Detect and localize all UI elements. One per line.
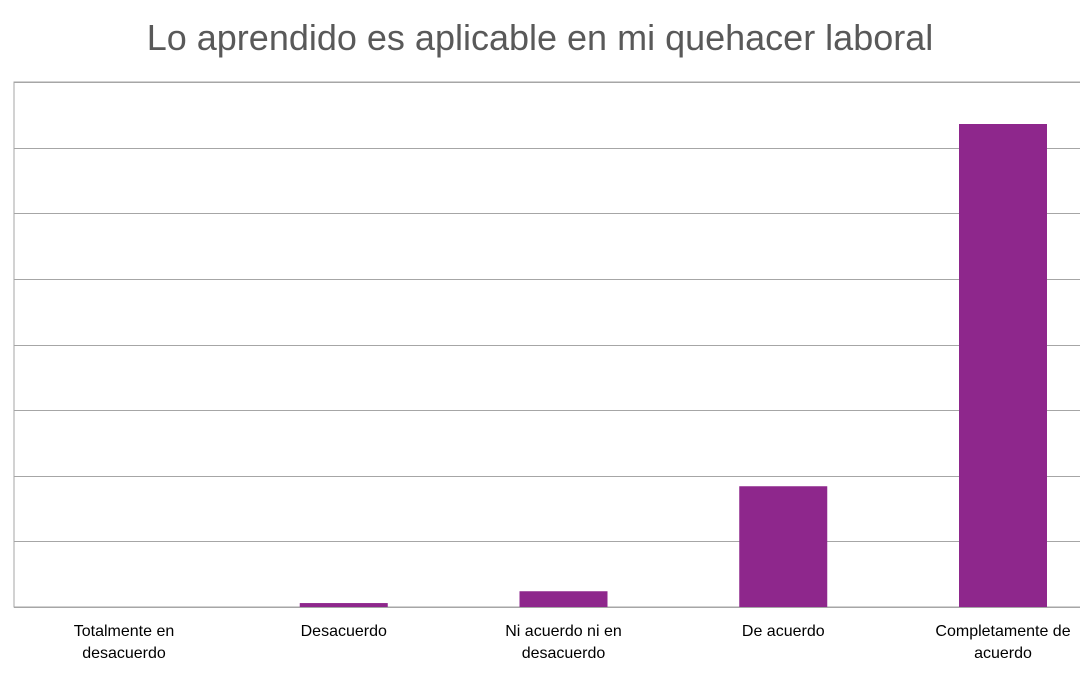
x-tick-label-line: desacuerdo (522, 645, 606, 662)
bar (739, 486, 828, 607)
x-tick-label: Completamente de acuerdo (935, 623, 1070, 662)
x-tick-label: Totalmente en desacuerdo (74, 623, 175, 662)
x-axis-labels: Totalmente en desacuerdo Desacuerdo Ni acue… (74, 623, 1071, 662)
x-tick-label-line: De acuerdo (742, 623, 825, 640)
bar (519, 591, 608, 607)
x-tick-label-line: Completamente de (935, 623, 1070, 640)
x-tick-label: Ni acuerdo ni en desacuerdo (505, 623, 622, 662)
x-tick-label-line: acuerdo (974, 645, 1032, 662)
x-tick-label-line: desacuerdo (82, 645, 166, 662)
x-tick-label: De acuerdo (742, 623, 825, 640)
x-tick-label-line: Ni acuerdo ni en (505, 623, 622, 640)
x-tick-label-line: Desacuerdo (301, 623, 387, 640)
chart-title: Lo aprendido es aplicable en mi quehacer… (147, 17, 934, 58)
x-tick-label-line: Totalmente en (74, 623, 175, 640)
x-tick-label: Desacuerdo (301, 623, 387, 640)
plot-area (13, 81, 1080, 608)
bar (959, 124, 1047, 607)
gridlines (14, 82, 1080, 608)
bar (299, 603, 388, 607)
bars (299, 124, 1047, 607)
